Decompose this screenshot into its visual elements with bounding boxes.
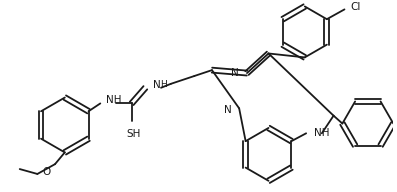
Text: O: O	[43, 167, 51, 177]
Text: Cl: Cl	[350, 2, 361, 12]
Text: NH: NH	[106, 95, 121, 105]
Text: N: N	[153, 80, 161, 90]
Text: SH: SH	[126, 129, 141, 139]
Text: H: H	[160, 80, 167, 89]
Text: N: N	[224, 105, 231, 115]
Text: NH: NH	[314, 128, 330, 138]
Text: N: N	[231, 68, 239, 78]
